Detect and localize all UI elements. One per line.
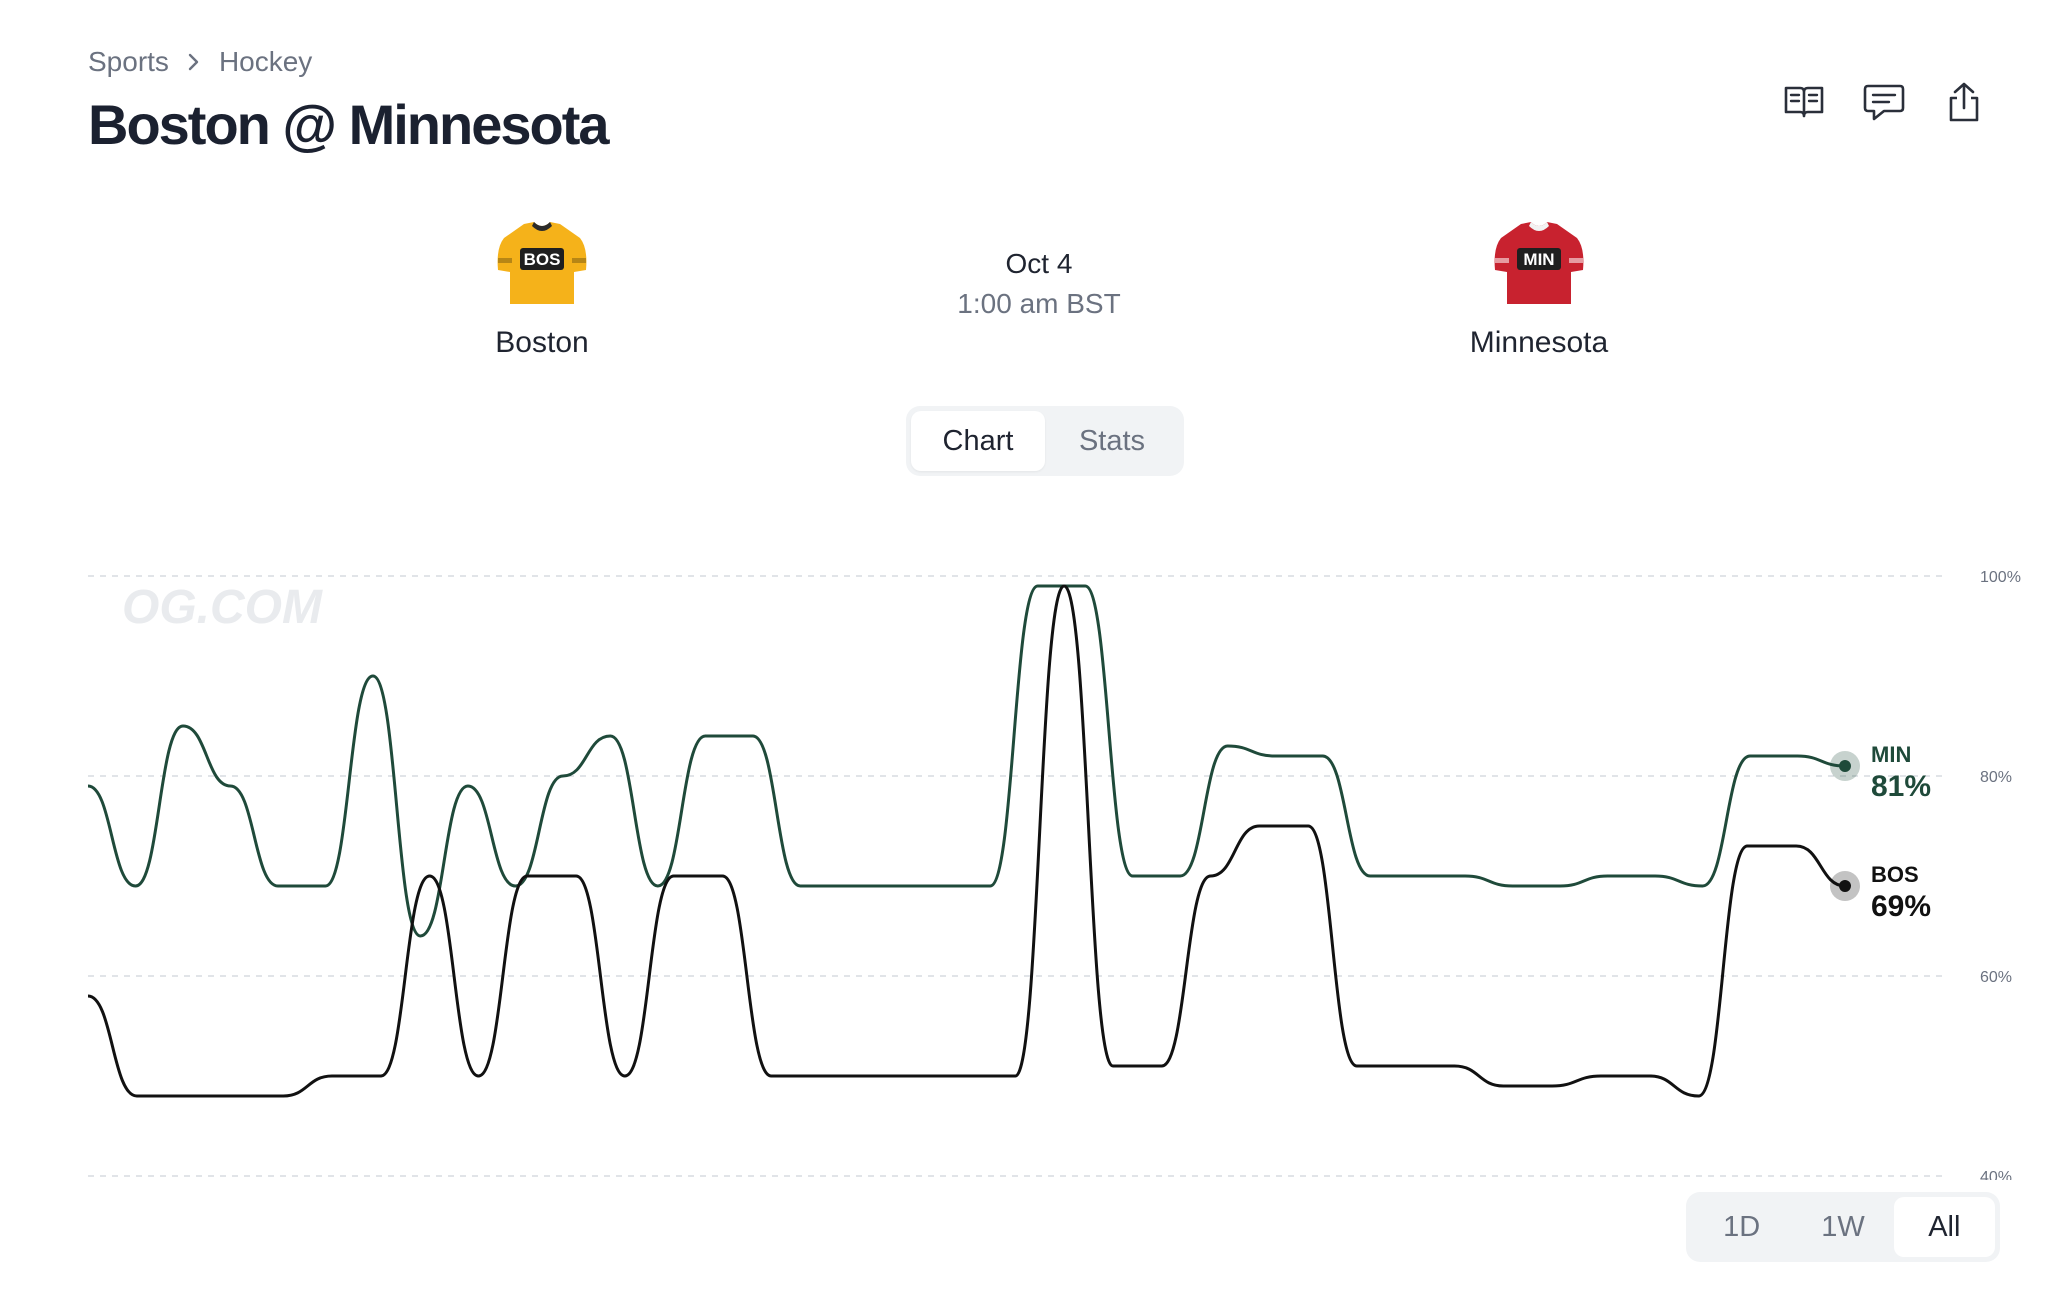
y-tick-label: 60% bbox=[1980, 969, 2012, 986]
rules-book-icon[interactable] bbox=[1782, 80, 1826, 124]
series-name-min: MIN bbox=[1871, 742, 1911, 767]
view-tabs: Chart Stats bbox=[906, 406, 1184, 476]
chevron-right-icon bbox=[187, 52, 201, 72]
y-tick-label: 100% bbox=[1980, 569, 2021, 586]
page-title: Boston @ Minnesota bbox=[88, 93, 609, 156]
endpoint-min bbox=[1839, 760, 1851, 772]
y-tick-label: 40% bbox=[1980, 1169, 2012, 1180]
time-range-selector: 1D 1W All bbox=[1686, 1192, 2000, 1262]
series-value-min: 81% bbox=[1871, 770, 1931, 803]
breadcrumb: Sports Hockey bbox=[88, 46, 312, 78]
home-jersey-abbr: BOS bbox=[524, 250, 561, 269]
away-team-name: Minnesota bbox=[1469, 326, 1609, 359]
game-time: 1:00 am BST bbox=[957, 288, 1121, 319]
range-1d[interactable]: 1D bbox=[1723, 1210, 1761, 1243]
away-jersey-abbr: MIN bbox=[1523, 250, 1554, 269]
probability-chart: OG.COM 100% 80% 60% 40% MIN 81% BOS 69% bbox=[87, 569, 2021, 1180]
game-datetime: Oct 4 1:00 am BST bbox=[889, 248, 1189, 320]
home-team-name: Boston bbox=[495, 326, 589, 359]
away-team[interactable]: MIN Minnesota bbox=[1389, 218, 1689, 360]
endpoint-bos bbox=[1839, 880, 1851, 892]
range-all[interactable]: All bbox=[1893, 1197, 1995, 1257]
home-team[interactable]: BOS Boston bbox=[392, 218, 692, 360]
breadcrumb-sports[interactable]: Sports bbox=[88, 46, 169, 77]
series-line-min bbox=[87, 584, 1846, 938]
range-1w[interactable]: 1W bbox=[1821, 1210, 1865, 1243]
series-name-bos: BOS bbox=[1871, 862, 1919, 887]
series-line-bos bbox=[87, 584, 1846, 1098]
breadcrumb-hockey[interactable]: Hockey bbox=[218, 46, 313, 77]
tab-stats[interactable]: Stats bbox=[1078, 424, 1146, 457]
watermark: OG.COM bbox=[122, 581, 323, 634]
minnesota-jersey-icon: MIN bbox=[1494, 222, 1584, 304]
share-icon[interactable] bbox=[1942, 80, 1986, 124]
y-tick-label: 80% bbox=[1980, 769, 2012, 786]
header-actions bbox=[1782, 80, 1986, 124]
tab-chart[interactable]: Chart bbox=[911, 411, 1045, 471]
series-value-bos: 69% bbox=[1871, 890, 1931, 923]
game-date: Oct 4 bbox=[1005, 248, 1073, 279]
boston-jersey-icon: BOS bbox=[497, 222, 587, 304]
comments-icon[interactable] bbox=[1862, 80, 1906, 124]
